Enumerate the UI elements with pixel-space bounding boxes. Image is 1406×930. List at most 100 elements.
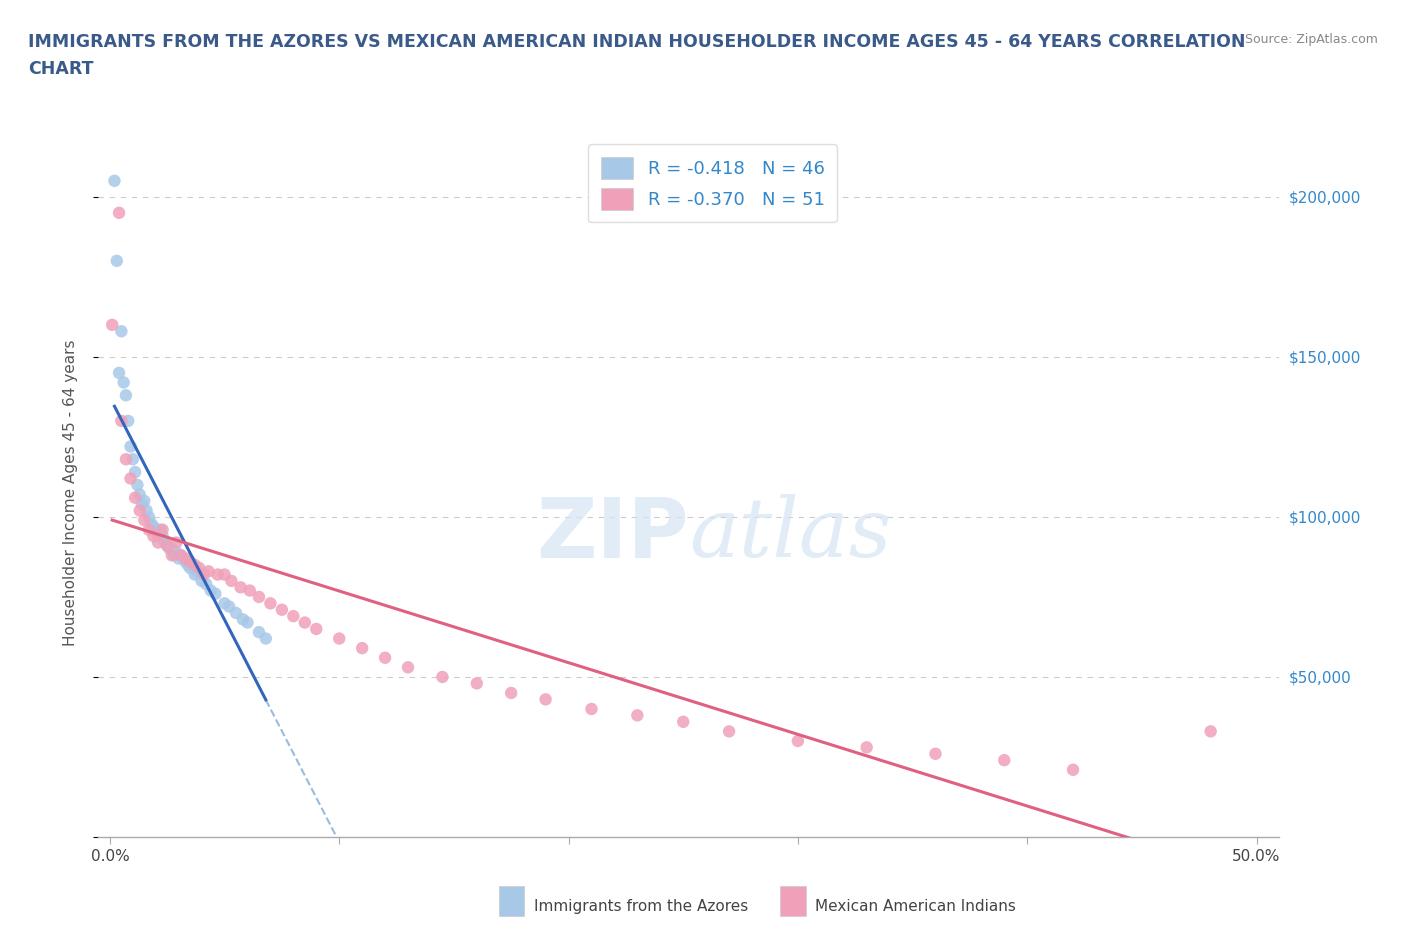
Point: [1199, 724, 1222, 738]
Point: [108, 365, 131, 380]
Point: [124, 465, 146, 480]
Point: [214, 596, 236, 611]
Point: [197, 564, 219, 578]
Text: Mexican American Indians: Mexican American Indians: [815, 899, 1017, 914]
Point: [108, 206, 131, 220]
Point: [134, 512, 156, 527]
Point: [170, 548, 193, 563]
Point: [167, 551, 190, 566]
Point: [128, 503, 150, 518]
Point: [218, 599, 240, 614]
Point: [247, 590, 270, 604]
Point: [174, 551, 197, 566]
Point: [305, 621, 328, 636]
Point: [163, 548, 186, 563]
Point: [121, 452, 143, 467]
Point: [141, 516, 163, 531]
Point: [135, 503, 157, 518]
Point: [146, 535, 169, 550]
Point: [283, 609, 305, 624]
Legend: R = -0.418   N = 46, R = -0.370   N = 51: R = -0.418 N = 46, R = -0.370 N = 51: [588, 144, 837, 222]
Point: [110, 324, 132, 339]
Point: [184, 567, 207, 582]
Point: [152, 523, 174, 538]
Point: [124, 490, 146, 505]
Point: [105, 253, 128, 268]
Point: [236, 615, 259, 630]
Point: [924, 747, 946, 762]
Point: [259, 596, 281, 611]
Point: [156, 538, 179, 553]
Point: [993, 752, 1015, 767]
Point: [156, 538, 179, 553]
Text: atlas: atlas: [689, 494, 891, 574]
Point: [153, 535, 176, 550]
Point: [432, 670, 454, 684]
Point: [396, 660, 419, 675]
Point: [138, 510, 160, 525]
Point: [247, 625, 270, 640]
Point: [328, 631, 350, 646]
Point: [465, 676, 488, 691]
Point: [534, 692, 557, 707]
Point: [190, 574, 212, 589]
Point: [786, 734, 808, 749]
Point: [160, 541, 183, 556]
Point: [120, 439, 142, 454]
Point: [142, 528, 165, 543]
Point: [138, 523, 160, 538]
Point: [131, 497, 153, 512]
Point: [115, 388, 138, 403]
Point: [374, 650, 396, 665]
Point: [179, 561, 201, 576]
Point: [134, 494, 156, 509]
Point: [254, 631, 277, 646]
Point: [120, 472, 142, 486]
Point: [855, 740, 877, 755]
Point: [501, 685, 523, 700]
Point: [174, 554, 197, 569]
Point: [626, 708, 648, 723]
Point: [294, 615, 316, 630]
Point: [149, 523, 172, 538]
Point: [352, 641, 374, 656]
Point: [146, 528, 169, 543]
Point: [186, 564, 208, 578]
Text: Source: ZipAtlas.com: Source: ZipAtlas.com: [1244, 33, 1378, 46]
Point: [184, 557, 207, 572]
Point: [718, 724, 741, 738]
Point: [221, 574, 243, 589]
Point: [193, 567, 215, 582]
Point: [225, 605, 247, 620]
Point: [142, 519, 165, 534]
Text: IMMIGRANTS FROM THE AZORES VS MEXICAN AMERICAN INDIAN HOUSEHOLDER INCOME AGES 45: IMMIGRANTS FROM THE AZORES VS MEXICAN AM…: [28, 33, 1246, 50]
Point: [101, 317, 124, 332]
Point: [188, 561, 211, 576]
Bar: [780, 886, 806, 916]
Point: [128, 487, 150, 502]
Point: [1062, 763, 1084, 777]
Point: [207, 567, 229, 582]
Point: [270, 603, 292, 618]
Point: [127, 477, 149, 492]
Point: [160, 548, 183, 563]
Point: [115, 452, 138, 467]
Point: [117, 414, 139, 429]
Point: [145, 523, 167, 538]
Point: [200, 583, 222, 598]
Point: [214, 567, 236, 582]
Point: [165, 535, 187, 550]
Point: [170, 548, 193, 563]
Point: [103, 173, 125, 188]
Text: Immigrants from the Azores: Immigrants from the Azores: [534, 899, 748, 914]
Y-axis label: Householder Income Ages 45 - 64 years: Householder Income Ages 45 - 64 years: [63, 339, 77, 646]
Point: [179, 554, 201, 569]
Point: [229, 580, 252, 595]
Point: [112, 375, 135, 390]
Point: [195, 577, 218, 591]
Point: [672, 714, 695, 729]
Bar: [499, 886, 524, 916]
Point: [159, 541, 181, 556]
Text: CHART: CHART: [28, 60, 94, 78]
Point: [177, 557, 200, 572]
